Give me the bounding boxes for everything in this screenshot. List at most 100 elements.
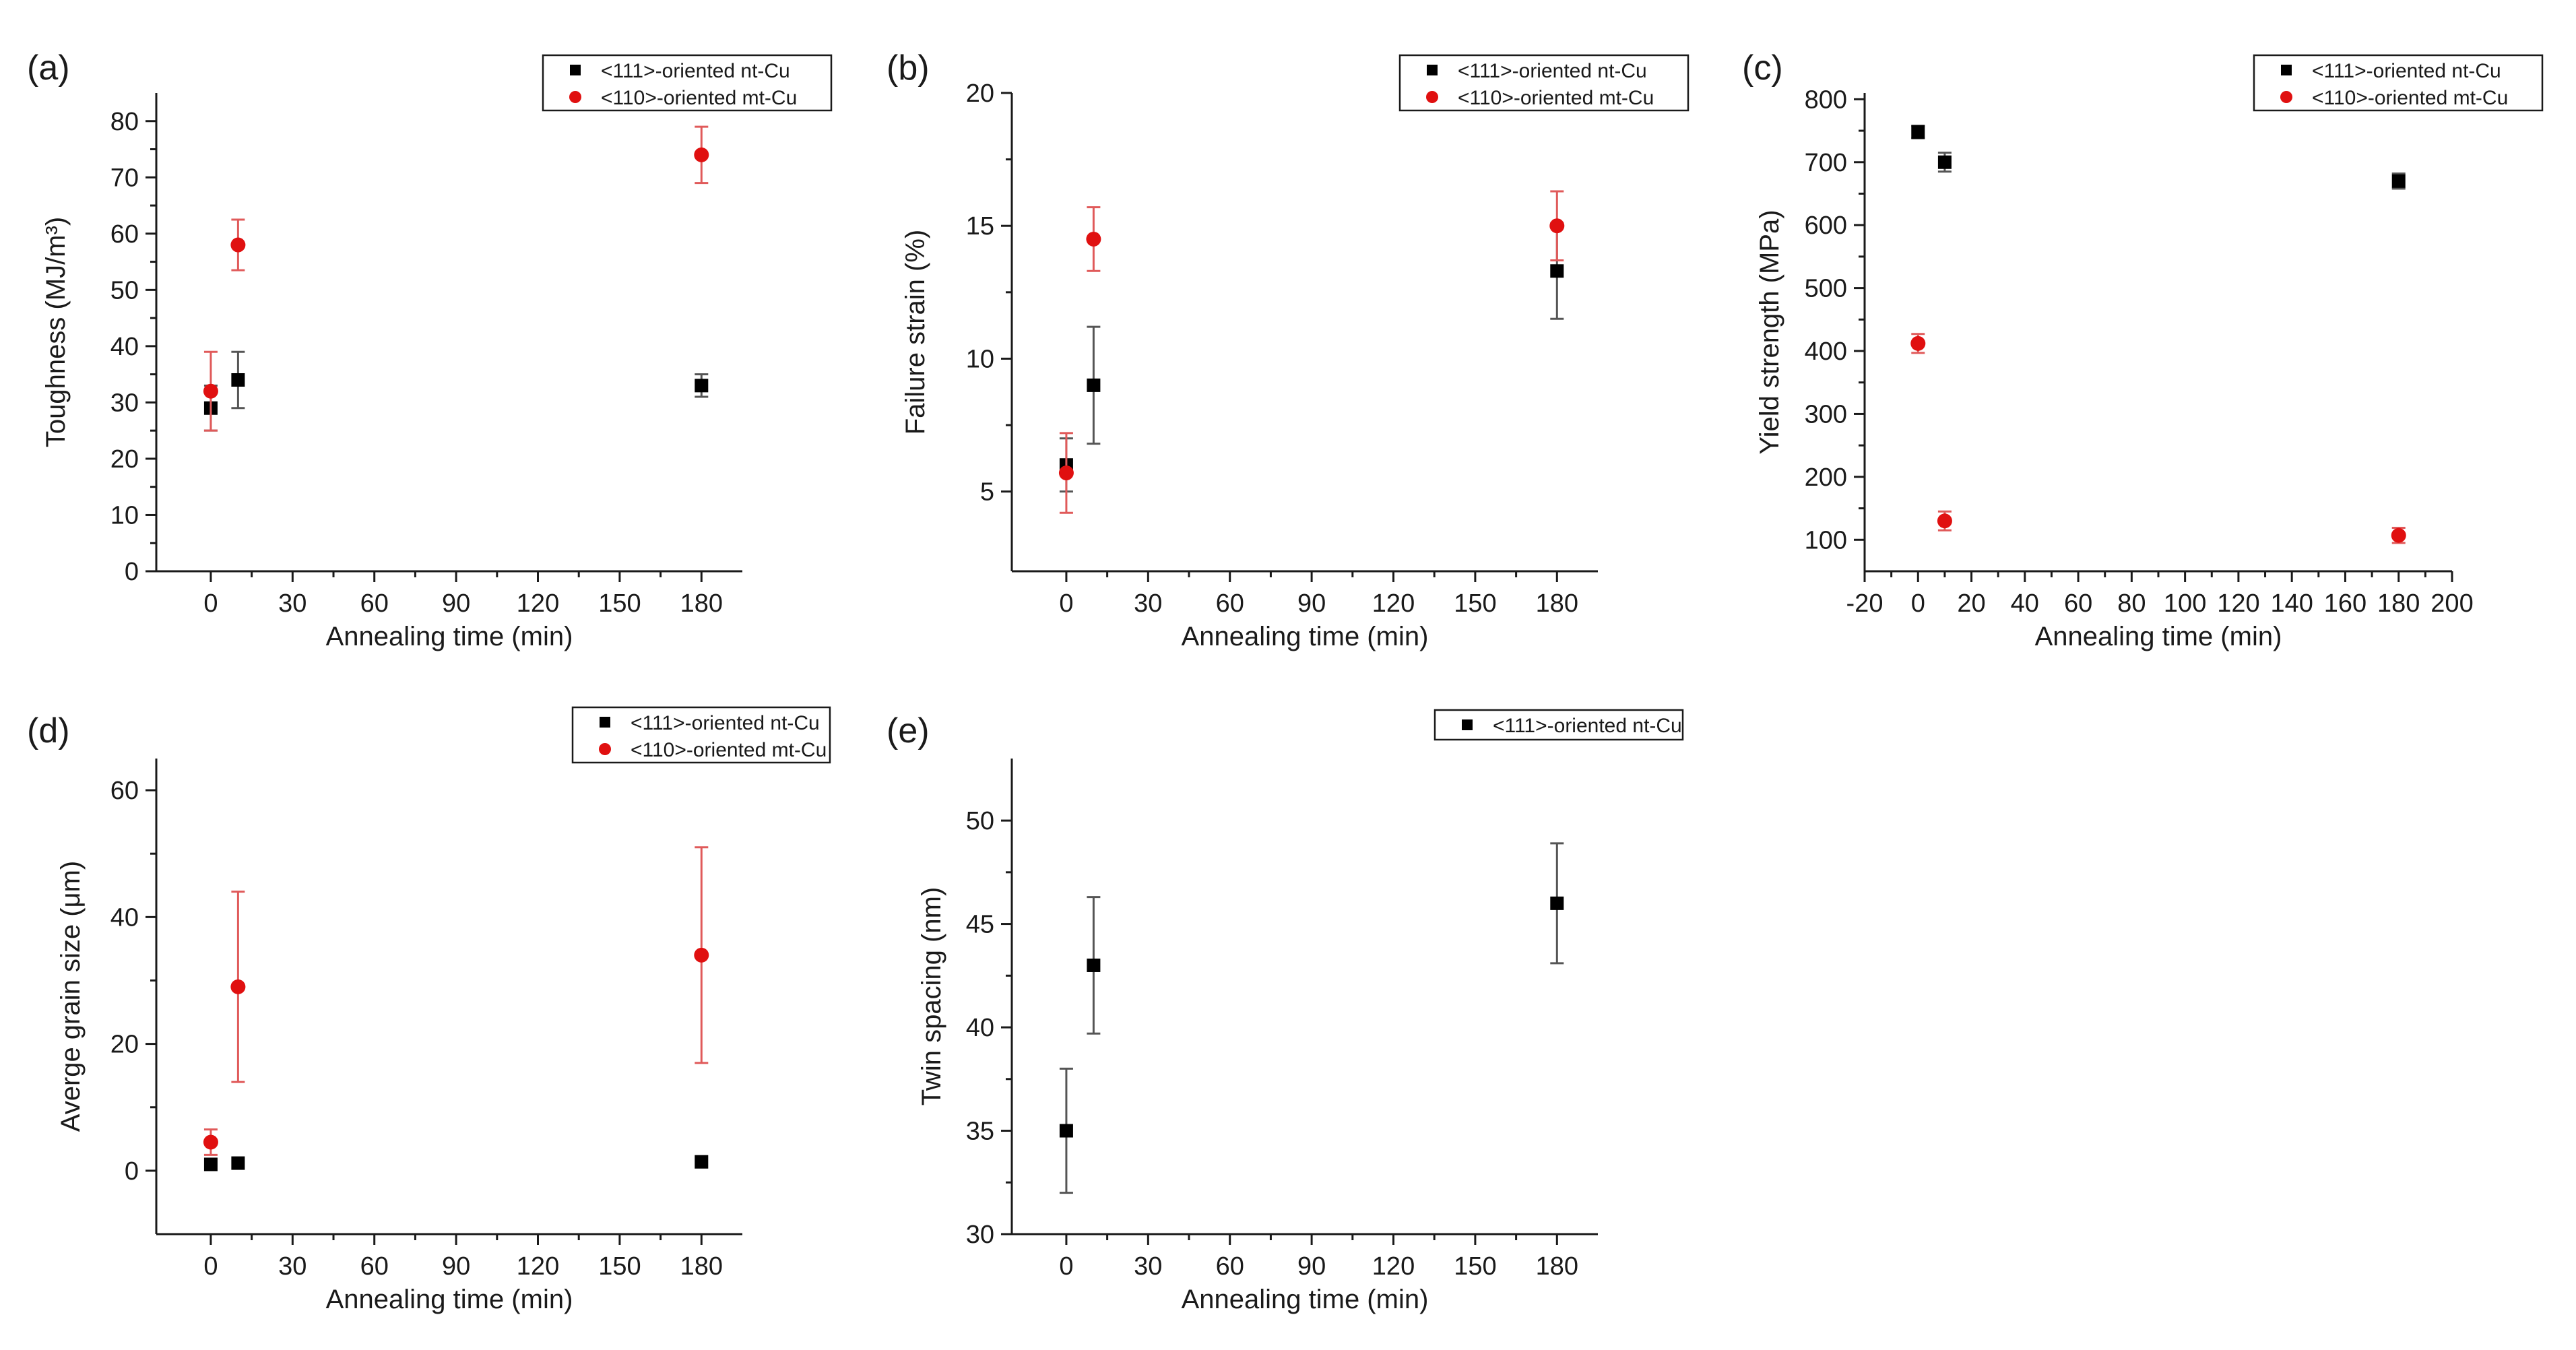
panel-label: (b) [887,49,930,88]
data-point-square [1059,1124,1073,1138]
x-tick-label: 0 [1059,1252,1073,1281]
y-tick-label: 700 [1805,149,1847,177]
legend-marker-circle [2280,91,2292,103]
y-tick-label: 70 [110,164,139,192]
chart-panel-c: (c) -20 0 20 40 60 80 100 120 140 160 180 200 100 200 3… [1742,49,2544,651]
x-tick-label: 150 [1454,1252,1496,1281]
y-axis-title: Twin spacing (nm) [917,887,946,1106]
legend-label: <111>-oriented nt-Cu [2312,60,2501,82]
x-tick-label: 150 [598,589,641,618]
data-point-square [203,1157,218,1171]
x-tick-label: 60 [2064,589,2092,618]
y-tick-label: 10 [110,501,139,529]
x-tick-label: 0 [1911,589,1925,618]
legend-label: <110>-oriented mt-Cu [601,87,797,109]
data-point-circle [1910,335,1926,351]
x-axis-title: Annealing time (min) [1182,622,1429,651]
legend-label: <110>-oriented mt-Cu [1458,87,1654,109]
y-axis-title: Failure strain (%) [901,230,930,435]
data-point-circle [1549,218,1565,234]
legend-marker-square [600,717,610,728]
x-tick-label: 120 [2217,589,2259,618]
x-axis-title: Annealing time (min) [1182,1285,1429,1314]
legend: <111>-oriented nt-Cu <110>-oriented mt-Cu [542,54,833,112]
legend-label: <110>-oriented mt-Cu [631,739,827,761]
data-point-square [1087,378,1101,392]
x-tick-label: 30 [1134,1252,1162,1281]
x-tick-label: 140 [2270,589,2313,618]
panel-label: (c) [1742,49,1783,88]
x-tick-label: 90 [442,1252,470,1281]
y-tick-label: 50 [110,276,139,304]
x-axis-title: Annealing time (min) [2035,622,2282,651]
y-axis-title: Averge grain size (μm) [56,861,86,1132]
x-tick-label: 90 [1297,589,1326,618]
legend-marker-square [1462,719,1473,730]
y-tick-label: 20 [110,445,139,474]
data-point-square [1911,125,1925,139]
legend: <111>-oriented nt-Cu <110>-oriented mt-Cu [2253,54,2544,112]
x-tick-label: 60 [1216,1252,1244,1281]
legend-marker-square [570,65,581,75]
x-tick-label: -20 [1846,589,1883,618]
legend-marker-square [1427,65,1438,75]
x-tick-label: 180 [1536,589,1578,618]
x-tick-label: 20 [1957,589,1985,618]
legend-frame [542,54,833,112]
x-tick-label: 60 [1216,589,1244,618]
x-tick-label: 120 [1372,1252,1415,1281]
legend-label: <111>-oriented nt-Cu [601,60,790,82]
y-tick-label: 100 [1805,526,1847,554]
x-tick-label: 90 [442,589,470,618]
y-tick-label: 10 [966,345,994,373]
x-tick-label: 60 [360,1252,389,1281]
data-point-square [2391,174,2406,188]
data-point-circle [1937,513,1952,529]
legend-label: <111>-oriented nt-Cu [1458,60,1647,82]
data-point-circle [1058,465,1074,481]
x-tick-label: 100 [2164,589,2206,618]
chart-panel-a: (a) 0 30 60 90 120 150 180 0 10 20 30 40 50 60 70 80 Anne… [27,49,833,651]
x-tick-label: 60 [360,589,389,618]
x-tick-label: 0 [203,1252,218,1281]
y-tick-label: 35 [966,1118,994,1146]
x-tick-label: 120 [517,1252,559,1281]
data-point-square [1087,958,1101,972]
legend-frame [2253,54,2544,112]
y-tick-label: 40 [966,1014,994,1042]
x-tick-label: 0 [203,589,218,618]
chart-panel-b: (b) 0 30 60 90 120 150 180 5 10 15 20 Annealing time… [887,49,1689,651]
x-tick-label: 180 [680,589,723,618]
data-point-circle [203,1134,218,1150]
x-tick-label: 180 [2377,589,2420,618]
data-point-square [1550,896,1564,910]
x-tick-label: 200 [2430,589,2473,618]
x-tick-label: 180 [1536,1252,1578,1281]
panel-label: (e) [887,711,930,750]
y-tick-label: 50 [966,807,994,835]
data-point-circle [2391,527,2406,543]
legend-marker-circle [599,743,611,755]
y-tick-label: 60 [110,777,139,805]
legend-marker-square [2281,65,2292,75]
data-point-circle [694,147,709,162]
y-tick-label: 5 [980,478,994,507]
data-point-square [695,1155,709,1169]
legend-label: <111>-oriented nt-Cu [1493,715,1682,737]
legend: <111>-oriented nt-Cu [1434,709,1684,741]
x-axis-title: Annealing time (min) [326,1285,573,1314]
legend: <111>-oriented nt-Cu <110>-oriented mt-Cu [571,706,831,764]
y-tick-label: 300 [1805,400,1847,428]
y-tick-label: 600 [1805,212,1847,240]
y-tick-label: 800 [1805,86,1847,114]
legend-frame [571,706,831,764]
x-axis-title: Annealing time (min) [326,622,573,651]
x-tick-label: 40 [2011,589,2039,618]
y-tick-label: 45 [966,911,994,939]
y-tick-label: 30 [966,1221,994,1249]
data-point-circle [230,237,246,253]
y-tick-label: 20 [110,1031,139,1059]
x-tick-label: 0 [1059,589,1073,618]
legend-label: <110>-oriented mt-Cu [2312,87,2508,109]
